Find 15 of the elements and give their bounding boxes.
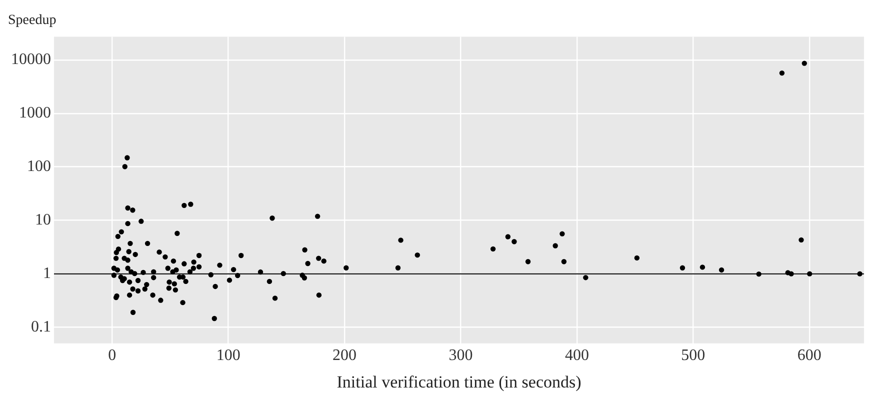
chart-title: Speedup <box>8 13 56 28</box>
y-tick-label: 10000 <box>11 51 51 68</box>
x-tick-label: 200 <box>332 347 357 364</box>
x-tick-label: 100 <box>216 347 240 364</box>
x-tick-label: 300 <box>448 347 473 364</box>
y-tick-label: 100 <box>27 158 51 176</box>
x-tick-label: 400 <box>564 347 589 364</box>
x-tick-label: 600 <box>797 347 822 364</box>
y-tick-label: 1 <box>43 265 51 282</box>
y-tick-label: 1000 <box>19 104 51 122</box>
x-tick-label: 500 <box>681 347 706 364</box>
y-tick-label: 10 <box>35 212 51 229</box>
x-tick-label: 0 <box>108 347 116 364</box>
y-tick-label: 0.1 <box>31 318 51 336</box>
x-axis-title: Initial verification time (in seconds) <box>336 372 582 392</box>
